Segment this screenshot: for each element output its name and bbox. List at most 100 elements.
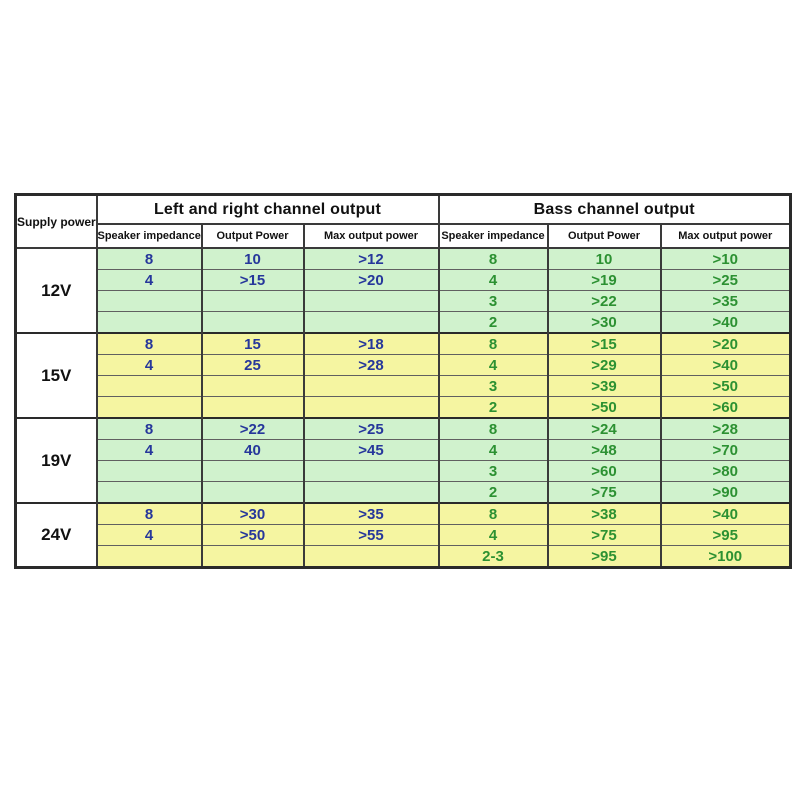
table-cell: >28: [659, 417, 792, 440]
table-cell: 15: [200, 332, 305, 355]
table-cell: [200, 396, 305, 419]
table-cell: >60: [659, 396, 792, 419]
table-cell: >12: [302, 247, 440, 270]
table-cell: >70: [659, 439, 792, 461]
table-cell: 2: [437, 311, 549, 334]
table-cell: 8: [95, 247, 203, 270]
voltage-label: 24V: [14, 502, 98, 568]
table-cell: 3: [437, 290, 549, 312]
table-cell: >75: [546, 481, 662, 504]
table-cell: >35: [659, 290, 792, 312]
table-row: 2-3 >95 >100: [16, 545, 792, 568]
table-row: 3 >39 >50: [16, 375, 792, 397]
table-cell: >20: [659, 332, 792, 355]
table-cell: 4: [437, 524, 549, 546]
table-cell: >35: [302, 502, 440, 525]
table-cell: [95, 290, 203, 312]
voltage-label: 15V: [14, 332, 98, 419]
table-cell: [95, 311, 203, 334]
table-cell: >90: [659, 481, 792, 504]
col-header-bass-impedance: Speaker impedance: [437, 223, 549, 249]
table-cell: 40: [200, 439, 305, 461]
table-cell: >25: [659, 269, 792, 291]
table-cell: [200, 375, 305, 397]
table-cell: 8: [437, 502, 549, 525]
table-cell: 2-3: [437, 545, 549, 568]
corner-header-supply-power: Supply power: [14, 193, 98, 249]
table-cell: >95: [659, 524, 792, 546]
table-cell: 4: [95, 269, 203, 291]
table-cell: 3: [437, 375, 549, 397]
table-cell: >40: [659, 354, 792, 376]
table-cell: >50: [659, 375, 792, 397]
table-cell: [95, 545, 203, 568]
table-cell: 4: [95, 439, 203, 461]
table-cell: >50: [546, 396, 662, 419]
table-cell: >15: [546, 332, 662, 355]
table-cell: 4: [437, 354, 549, 376]
table-cell: >15: [200, 269, 305, 291]
table-cell: [95, 396, 203, 419]
table-cell: >45: [302, 439, 440, 461]
table-cell: 2: [437, 396, 549, 419]
table-cell: 4: [437, 269, 549, 291]
table-cell: >22: [200, 417, 305, 440]
table-row: 12V 8 10 >12 8 10 >10: [14, 247, 792, 334]
table-cell: >40: [659, 311, 792, 334]
table-cell: >10: [659, 247, 792, 270]
table-row: 4 >15 >20 4 >19 >25: [16, 269, 792, 291]
table-row: 4 >50 >55 4 >75 >95: [16, 524, 792, 546]
table-cell: >38: [546, 502, 662, 525]
table-cell: >80: [659, 460, 792, 482]
voltage-label: 12V: [14, 247, 98, 334]
table-cell: >29: [546, 354, 662, 376]
table-row: 3 >22 >35: [16, 290, 792, 312]
table-cell: 8: [437, 332, 549, 355]
table-cell: 8: [437, 417, 549, 440]
table-cell: [95, 460, 203, 482]
table-cell: >95: [546, 545, 662, 568]
table-row: 4 40 >45 4 >48 >70: [16, 439, 792, 461]
table-cell: >100: [659, 545, 792, 568]
table-cell: >75: [546, 524, 662, 546]
table-cell: [95, 375, 203, 397]
table-cell: 8: [95, 332, 203, 355]
table-cell: 25: [200, 354, 305, 376]
table-cell: [302, 290, 440, 312]
table-cell: >18: [302, 332, 440, 355]
table-cell: >50: [200, 524, 305, 546]
table-cell: 4: [437, 439, 549, 461]
col-header-bass-max-power: Max output power: [659, 223, 792, 249]
table-cell: >39: [546, 375, 662, 397]
voltage-block-15v: 15V 8 15 >18 8 >15 >20 4 25 >28 4 >29 >4…: [14, 332, 792, 419]
table-row: 4 25 >28 4 >29 >40: [16, 354, 792, 376]
section-header-bass: Bass channel output: [437, 193, 792, 225]
table-cell: 10: [200, 247, 305, 270]
table-cell: 4: [95, 524, 203, 546]
table-cell: 2: [437, 481, 549, 504]
table-row: 15V 8 15 >18 8 >15 >20: [14, 332, 792, 419]
table-cell: 4: [95, 354, 203, 376]
table-row: 24V 8 >30 >35 8 >38 >40: [14, 502, 792, 568]
table-cell: >25: [302, 417, 440, 440]
table-cell: >55: [302, 524, 440, 546]
table-cell: >20: [302, 269, 440, 291]
table-cell: [200, 481, 305, 504]
voltage-block-12v: 12V 8 10 >12 8 10 >10 4 >15 >20 4 >19 >2…: [14, 247, 792, 334]
table-header: Supply power Left and right channel outp…: [14, 193, 792, 249]
table-cell: >19: [546, 269, 662, 291]
table-cell: >22: [546, 290, 662, 312]
table-cell: >40: [659, 502, 792, 525]
voltage-label: 19V: [14, 417, 98, 504]
table-cell: 8: [95, 417, 203, 440]
section-header-row: Supply power Left and right channel outp…: [14, 193, 792, 249]
table-row: 19V 8 >22 >25 8 >24 >28: [14, 417, 792, 504]
table-cell: [302, 396, 440, 419]
col-header-lr-output-power: Output Power: [200, 223, 305, 249]
table-cell: 8: [95, 502, 203, 525]
table-cell: >28: [302, 354, 440, 376]
table-cell: [200, 290, 305, 312]
voltage-block-24v: 24V 8 >30 >35 8 >38 >40 4 >50 >55 4 >75 …: [14, 502, 792, 568]
table-cell: >30: [546, 311, 662, 334]
